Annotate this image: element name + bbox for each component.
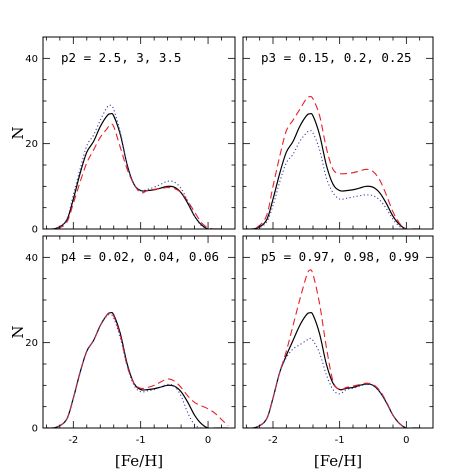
series-line-solid bbox=[46, 112, 222, 229]
y-axis-label: N bbox=[9, 325, 27, 338]
y-tick-label: 40 bbox=[25, 253, 38, 264]
series-line-dashed bbox=[246, 96, 420, 229]
series-line-solid bbox=[246, 112, 420, 229]
y-axis-label: N bbox=[9, 126, 27, 139]
y-tick-label: 0 bbox=[32, 424, 38, 435]
series-line-dotted bbox=[246, 130, 420, 229]
series-line-solid bbox=[246, 311, 420, 428]
chart-panel-1: 0 20 40 Np2 = 2.5, 3, 3.5 bbox=[9, 36, 236, 236]
series-line-dotted bbox=[46, 314, 229, 428]
x-tick-label: -1 bbox=[136, 435, 146, 446]
plot-frame bbox=[242, 235, 434, 429]
chart-panel-2: p3 = 0.15, 0.2, 0.25 bbox=[242, 36, 434, 230]
x-tick-label: -2 bbox=[268, 435, 278, 446]
chart-panel-4: -2 -1 0 [Fe/H] p5 = 0.97, 0.98, 0.99 bbox=[242, 235, 434, 470]
panel-title: p4 = 0.02, 0.04, 0.06 bbox=[61, 249, 219, 264]
series-line-dotted bbox=[46, 104, 222, 229]
series-line-dotted bbox=[246, 337, 420, 428]
x-tick-label: -2 bbox=[68, 435, 78, 446]
x-axis-label: [Fe/H] bbox=[314, 452, 362, 470]
panel-title: p3 = 0.15, 0.2, 0.25 bbox=[261, 50, 412, 65]
series-line-dashed bbox=[46, 312, 229, 428]
series-line-solid bbox=[46, 311, 229, 428]
panel-title: p5 = 0.97, 0.98, 0.99 bbox=[261, 249, 419, 264]
y-tick-label: 20 bbox=[25, 338, 38, 349]
x-tick-label: 0 bbox=[403, 435, 409, 446]
y-tick-label: 20 bbox=[25, 139, 38, 150]
panel-title: p2 = 2.5, 3, 3.5 bbox=[61, 50, 181, 65]
plot-frame bbox=[42, 36, 236, 230]
x-tick-label: 0 bbox=[205, 435, 211, 446]
plot-frame bbox=[42, 235, 236, 429]
x-tick-label: -1 bbox=[335, 435, 345, 446]
y-tick-label: 40 bbox=[25, 54, 38, 65]
series-line-dashed bbox=[46, 123, 222, 229]
chart-panel-3: 0 20 40 N -2 -1 0 [Fe/H] p4 = 0.02, 0.04, 0.06 bbox=[9, 235, 236, 470]
plot-frame bbox=[242, 36, 434, 230]
series-line-dashed bbox=[246, 269, 420, 428]
x-axis-label: [Fe/H] bbox=[115, 452, 163, 470]
y-tick-label: 0 bbox=[32, 225, 38, 236]
